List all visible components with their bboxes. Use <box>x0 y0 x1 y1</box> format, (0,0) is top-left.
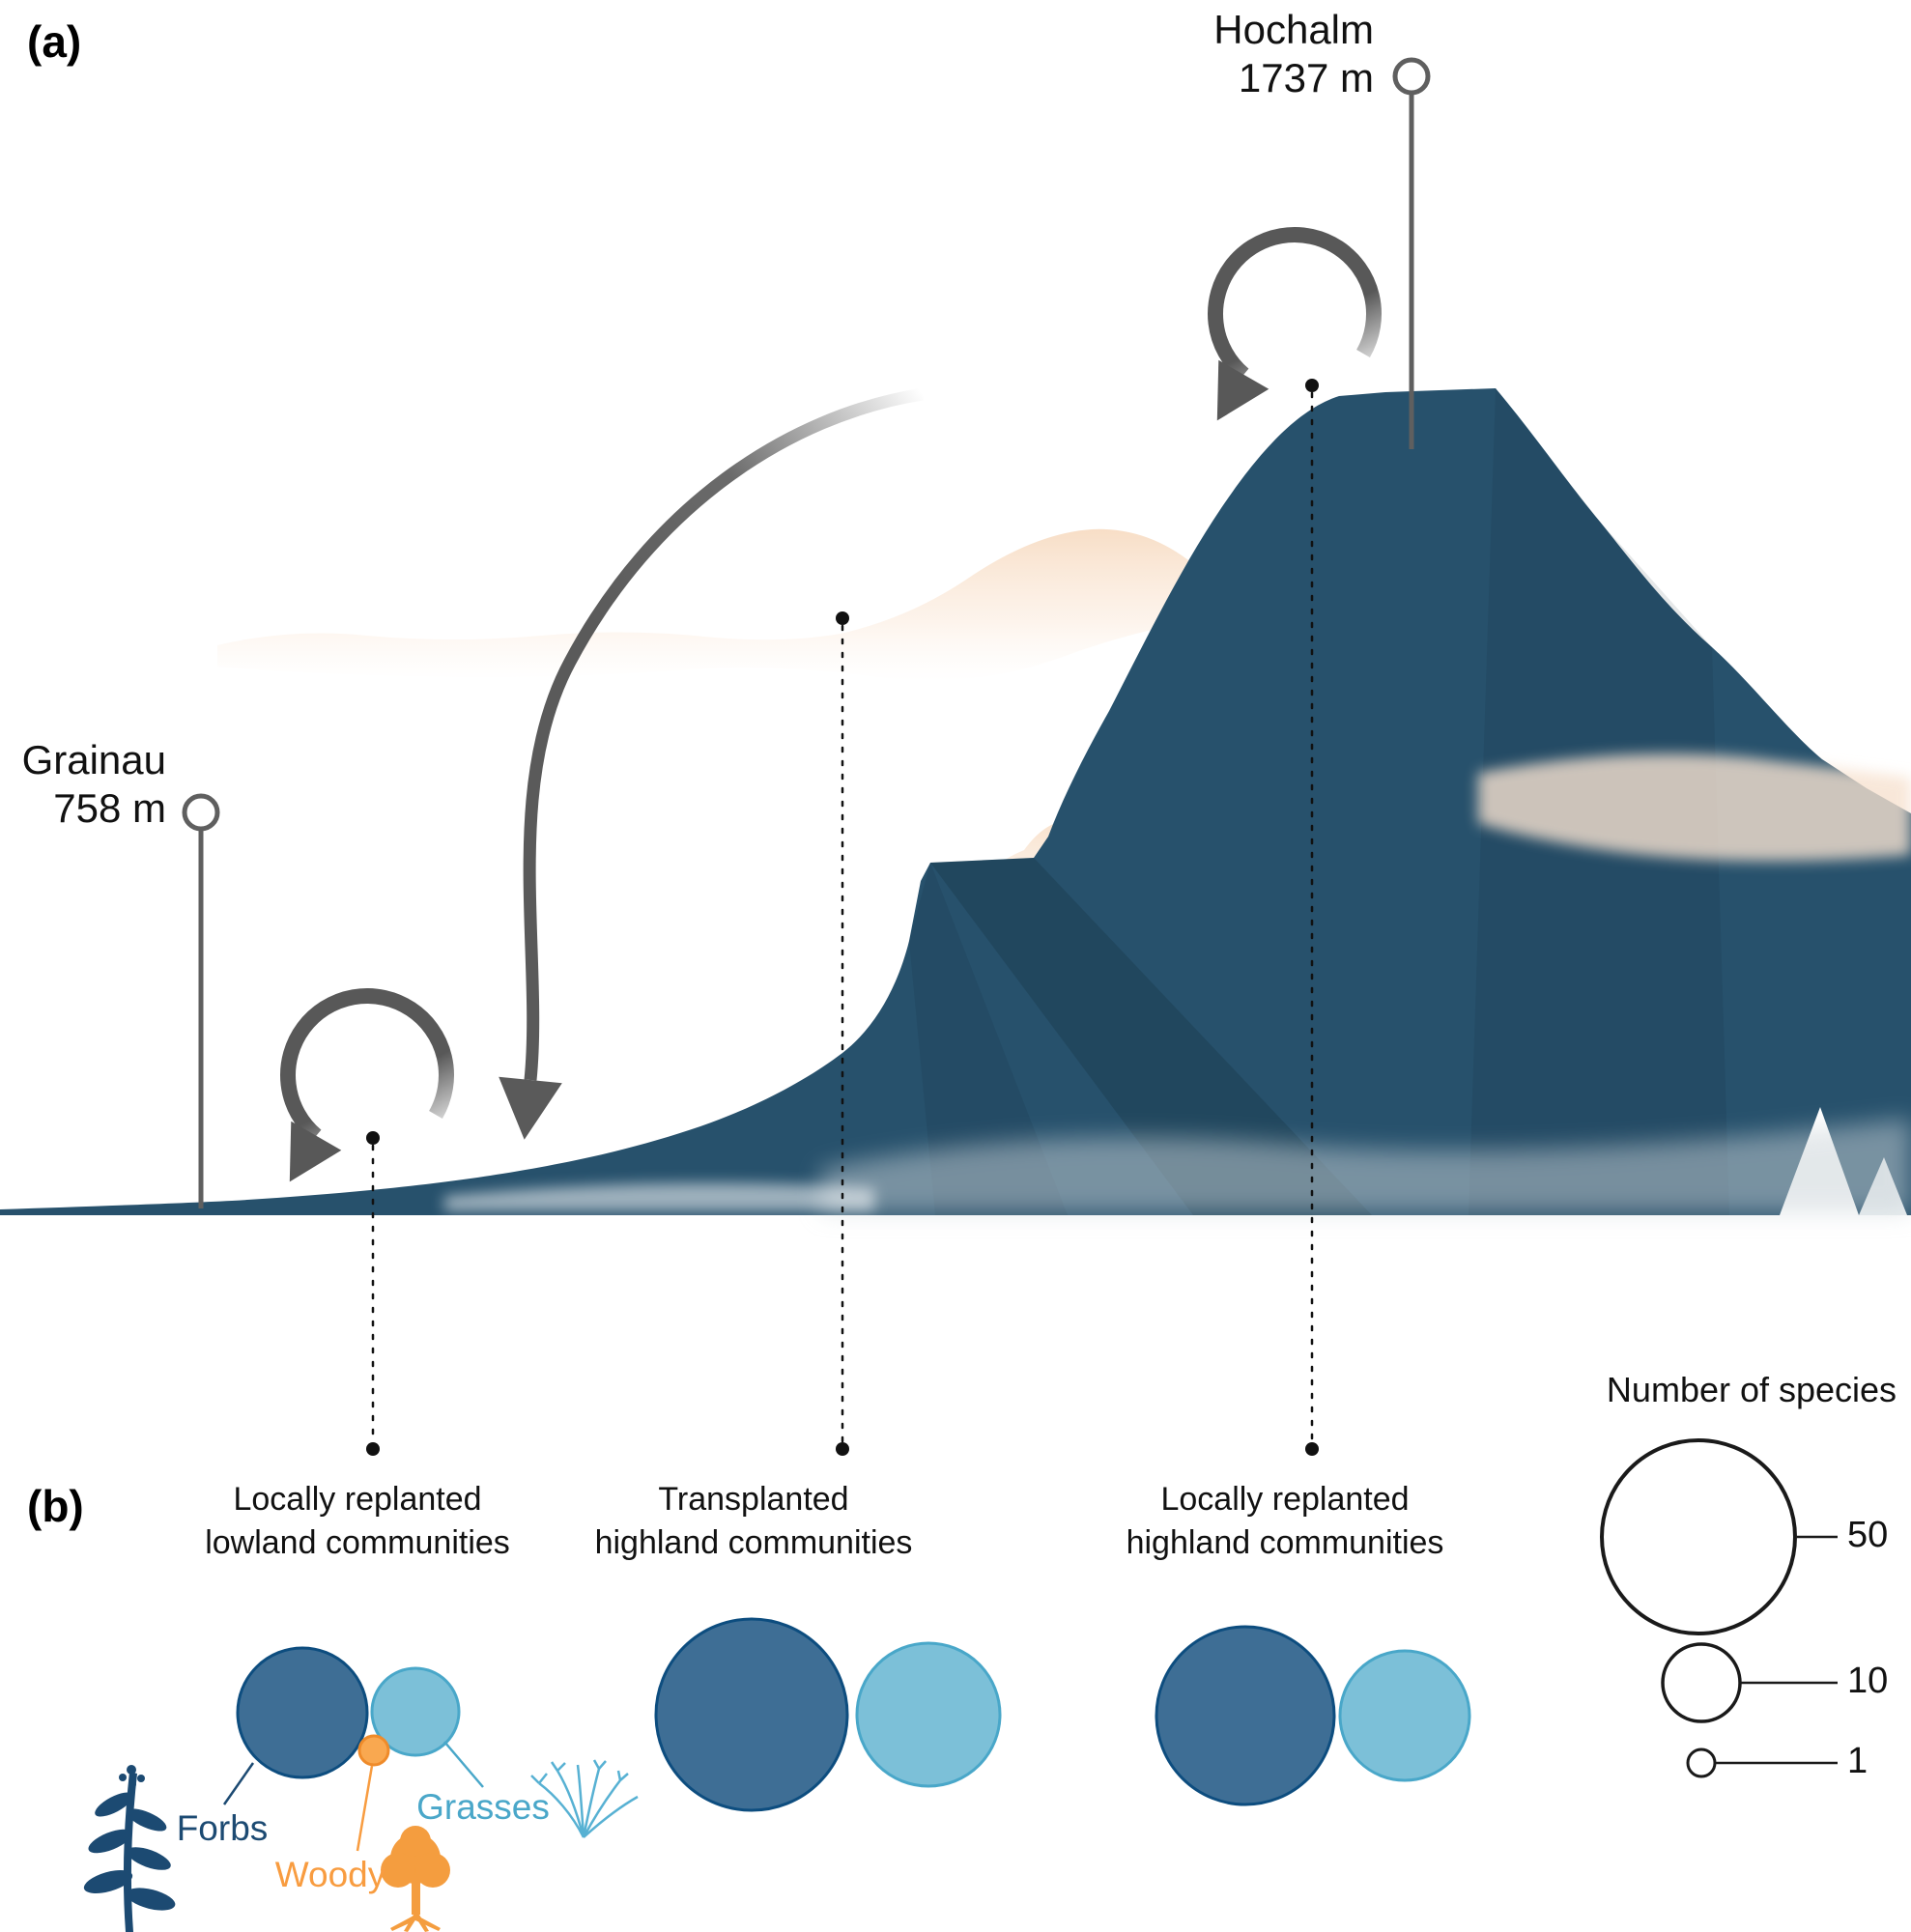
bubble-grasses-transplanted <box>855 1641 1002 1788</box>
grainau-name: Grainau <box>21 737 166 782</box>
replant-arrow-lowland-icon <box>280 987 454 1182</box>
grainau-elevation: 758 m <box>53 785 166 831</box>
treatment-label-transplanted: Transplanted highland communities <box>594 1481 913 1561</box>
hochalm-name: Hochalm <box>1213 7 1374 52</box>
bubbles-highland <box>1155 1625 1471 1806</box>
leader-lowland <box>366 1131 380 1456</box>
panel-b-label: (b) <box>27 1481 84 1531</box>
woody-label: Woody <box>274 1855 386 1894</box>
bubble-forbs-highland <box>1155 1625 1336 1806</box>
forb-plant-icon <box>83 1765 176 1932</box>
forbs-label: Forbs <box>176 1808 269 1848</box>
grainau-label: Grainau 758 m <box>22 736 166 833</box>
grass-plant-icon <box>530 1759 639 1838</box>
bubble-forbs-transplanted <box>654 1617 849 1812</box>
grasses-label: Grasses <box>416 1787 550 1827</box>
treatment-label-highland: Locally replanted highland communities <box>1126 1481 1444 1561</box>
bubble-woody-lowland <box>357 1734 390 1767</box>
size-legend-1: 1 <box>1847 1741 1868 1781</box>
size-legend-50: 50 <box>1847 1515 1889 1555</box>
leader-highland <box>1305 379 1319 1456</box>
haze-bands <box>444 753 1911 1213</box>
bubble-forbs-lowland <box>236 1646 369 1779</box>
hochalm-label: Hochalm 1737 m <box>1213 6 1374 102</box>
hochalm-pin-icon <box>1392 57 1431 449</box>
size-legend-icon <box>1600 1438 1838 1778</box>
hochalm-elevation: 1737 m <box>1238 55 1374 100</box>
bubbles-transplanted <box>654 1617 1002 1812</box>
cloud-band-left <box>217 528 1217 681</box>
cloud-band-right <box>1478 753 1911 862</box>
bubble-grasses-lowland <box>370 1666 461 1757</box>
treatment-label-lowland: Locally replanted lowland communities <box>205 1481 510 1561</box>
transplant-arrow-icon <box>499 387 925 1140</box>
leader-transplanted <box>836 611 849 1456</box>
bubble-grasses-highland <box>1338 1649 1471 1782</box>
tree-icon <box>381 1826 450 1932</box>
grainau-pin-icon <box>182 793 220 1208</box>
mountain-ridge-shadow <box>930 858 1372 1215</box>
bubbles-lowland <box>222 1646 484 1852</box>
replant-arrow-highland-icon <box>1208 226 1382 421</box>
size-legend-10: 10 <box>1847 1661 1889 1701</box>
mountain-spur-shadow <box>909 863 1068 1215</box>
size-legend-title: Number of species <box>1606 1370 1897 1409</box>
panel-a-label: (a) <box>27 16 82 67</box>
